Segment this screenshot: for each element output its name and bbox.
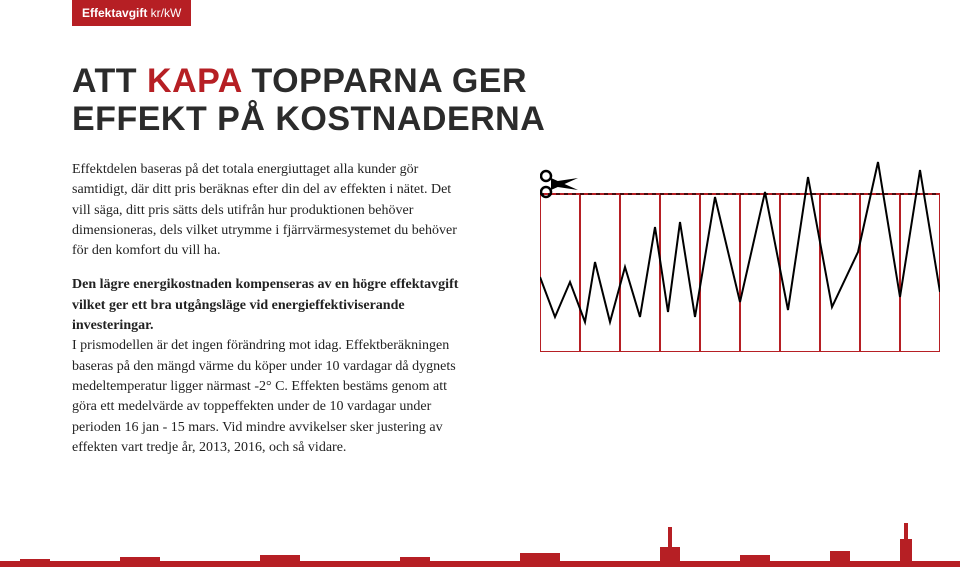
- paragraph-3: I prismodellen är det ingen förändring m…: [72, 336, 472, 458]
- headline-line1-pre: ATT: [72, 62, 147, 100]
- headline-line2: EFFEKT PÅ KOSTNADERNA: [72, 100, 545, 138]
- paragraph-1: Effektdelen baseras på det totala energi…: [72, 160, 472, 261]
- paragraph-2-bold: Den lägre energikostnaden kompenseras av…: [72, 275, 472, 336]
- headline-line1-post: TOPPARNA GER: [242, 62, 527, 100]
- header-tab: Effektavgift kr/kW: [72, 0, 191, 26]
- tab-light: kr/kW: [147, 6, 181, 20]
- chart-gridlines: [540, 194, 940, 352]
- body-text: Effektdelen baseras på det totala energi…: [72, 160, 472, 472]
- headline-line1-red: KAPA: [147, 62, 242, 100]
- effect-chart: [540, 152, 940, 352]
- skyline-footer: [0, 517, 960, 567]
- page-headline: ATT KAPA TOPPARNA GER EFFEKT PÅ KOSTNADE…: [72, 62, 545, 138]
- tab-bold: Effektavgift: [82, 6, 147, 20]
